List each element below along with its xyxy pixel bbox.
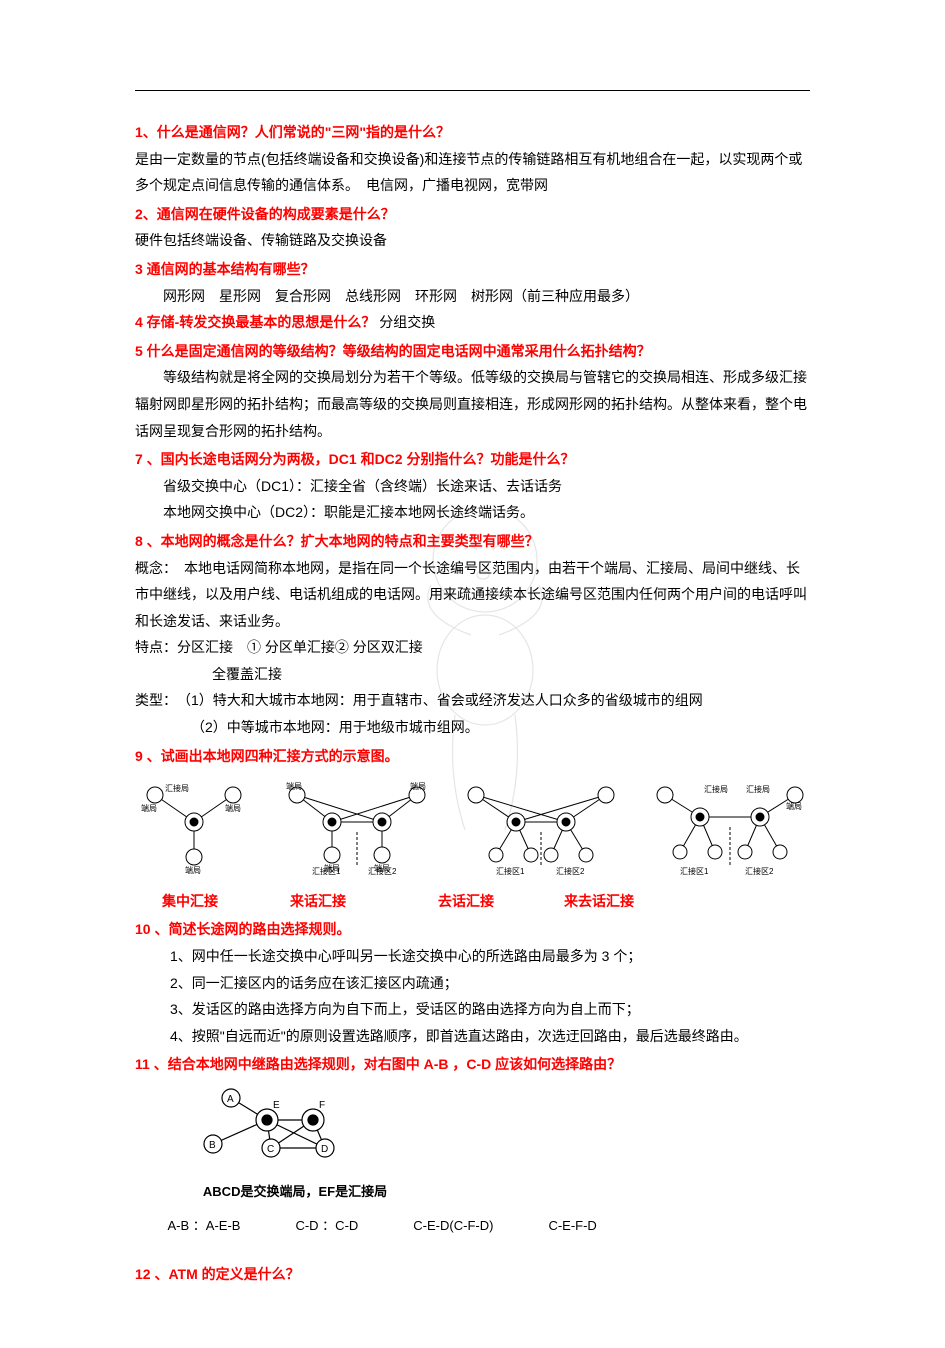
q11-title: 11 、结合本地网中继路由选择规则，对右图中 A-B ，C-D 应该如何选择路由… [135,1051,810,1078]
svg-text:汇接局: 汇接局 [165,783,189,793]
header-rule [135,90,810,91]
q4-line: 4 存储-转发交换最基本的思想是什么？ 分组交换 [135,309,810,336]
q8-features2: 全覆盖汇接 [135,661,810,688]
svg-text:端局: 端局 [225,803,241,813]
q1-answer: 是由一定数量的节点(包括终端设备和交换设备)和连接节点的传输链路相互有机地组合在… [135,146,810,199]
q10-title: 10 、简述长途网的路由选择规则。 [135,916,810,943]
q11-ans-3: C-E-D(C-F-D) [413,1214,493,1239]
svg-text:端局: 端局 [286,781,302,791]
q11-figure: A B C D E F ABCD是交换端局，EF是汇接局 [135,1084,810,1204]
svg-text:B: B [209,1140,216,1151]
svg-text:端局: 端局 [141,803,157,813]
svg-text:C: C [267,1144,274,1155]
q9-cap-3: 去话汇接 [438,888,494,915]
q5-title: 5 什么是固定通信网的等级结构？等级结构的固定电话网中通常采用什么拓扑结构？ [135,338,810,365]
svg-text:汇接区1: 汇接区1 [496,866,525,875]
q10-item-4: 4、按照"自远而近"的原则设置选路顺序，即首选直达路由，次选迂回路由，最后选最终… [170,1023,810,1050]
q1-title: 1、什么是通信网？人们常说的"三网"指的是什么？ [135,119,810,146]
q10-item-2: 2、同一汇接区内的话务应在该汇接区内疏通； [170,970,810,997]
svg-text:汇接局: 汇接局 [704,784,728,794]
q9-diagram-4: 汇接局 汇接局 端局 汇接区1 汇接区2 [650,777,810,884]
q3-answer: 网形网 星形网 复合形网 总线形网 环形网 树形网（前三种应用最多） [135,283,810,310]
q11-ans-4: C-E-F-D [548,1214,596,1239]
svg-text:汇接区1: 汇接区1 [312,866,341,875]
q10-list: 1、网中任一长途交换中心呼叫另一长途交换中心的所选路由局最多为 3 个； 2、同… [135,943,810,1049]
svg-text:D: D [321,1144,328,1155]
q11-ans-1: A-B ：A-E-B [168,1214,241,1239]
q7-line1: 省级交换中心（DC1）：汇接全省（含终端）长途来话、去话话务 [135,473,810,500]
q10-item-1: 1、网中任一长途交换中心呼叫另一长途交换中心的所选路由局最多为 3 个； [170,943,810,970]
diagram-concentrated: 汇接局 端局 端局 端局 [135,777,253,875]
q8-concept: 概念： 本地电话网简称本地网，是指在同一个长途编号区范围内，由若干个端局、汇接局… [135,555,810,635]
q2-title: 2、通信网在硬件设备的构成要素是什么？ [135,201,810,228]
q8-title: 8 、本地网的概念是什么？扩大本地网的特点和主要类型有哪些？ [135,528,810,555]
q9-cap-2: 来话汇接 [290,888,346,915]
q9-captions: 集中汇接 来话汇接 去话汇接 来去话汇接 [135,888,810,915]
q9-title: 9 、试画出本地网四种汇接方式的示意图。 [135,743,810,770]
q2-answer: 硬件包括终端设备、传输链路及交换设备 [135,227,810,254]
svg-text:汇接区2: 汇接区2 [368,866,397,875]
svg-text:汇接区1: 汇接区1 [680,866,709,875]
q9-diagram-2: 端局 端局 端局 端局 汇接区1 汇接区2 [282,777,432,884]
svg-text:端局: 端局 [410,781,426,791]
q10-item-3: 3、发话区的路由选择方向为自下而上，受话区的路由选择方向为自上而下； [170,996,810,1023]
q11-answers: A-B ：A-E-B C-D ：C-D C-E-D(C-F-D) C-E-F-D [135,1214,810,1239]
q9-cap-1: 集中汇接 [162,888,218,915]
svg-text:端局: 端局 [185,865,201,875]
q4-title: 4 存储-转发交换最基本的思想是什么？ [135,314,375,330]
svg-text:F: F [319,1100,325,1111]
document-page: 1、什么是通信网？人们常说的"三网"指的是什么？ 是由一定数量的节点(包括终端设… [135,90,810,1288]
q3-title: 3 通信网的基本结构有哪些？ [135,256,810,283]
svg-text:端局: 端局 [786,801,802,811]
diagram-outgoing: 汇接区1 汇接区2 [461,777,621,875]
q8-types: 类型： （1）特大和大城市本地网：用于直辖市、省会或经济发达人口众多的省级城市的… [135,687,810,714]
q7-title: 7 、国内长途电话网分为两极，DC1 和DC2 分别指什么？功能是什么？ [135,446,810,473]
svg-text:汇接局: 汇接局 [746,784,770,794]
q5-answer: 等级结构就是将全网的交换局划分为若干个等级。低等级的交换局与管辖它的交换局相连、… [135,364,810,444]
q7-line2: 本地网交换中心（DC2）：职能是汇接本地网长途终端话务。 [135,499,810,526]
q8-features: 特点：分区汇接 ① 分区单汇接② 分区双汇接 [135,634,810,661]
q8-types2: （2）中等城市本地网：用于地级市城市组网。 [135,714,810,741]
q9-diagram-3: 汇接区1 汇接区2 [461,777,621,884]
svg-text:汇接区2: 汇接区2 [745,866,774,875]
svg-text:汇接区2: 汇接区2 [556,866,585,875]
q11-fig-caption: ABCD是交换端局，EF是汇接局 [195,1180,395,1205]
q11-diagram: A B C D E F [195,1084,395,1169]
q9-diagram-1: 汇接局 端局 端局 端局 [135,777,253,884]
diagram-both: 汇接局 汇接局 端局 汇接区1 汇接区2 [650,777,810,875]
q4-answer: 分组交换 [379,314,435,330]
q11-ans-2: C-D ：C-D [295,1214,358,1239]
svg-text:A: A [227,1094,234,1105]
q9-diagrams: 汇接局 端局 端局 端局 [135,777,810,884]
svg-text:E: E [273,1100,280,1111]
diagram-incoming: 端局 端局 端局 端局 汇接区1 汇接区2 [282,777,432,875]
q9-cap-4: 来去话汇接 [564,888,634,915]
q12-title: 12 、ATM 的定义是什么？ [135,1261,810,1288]
